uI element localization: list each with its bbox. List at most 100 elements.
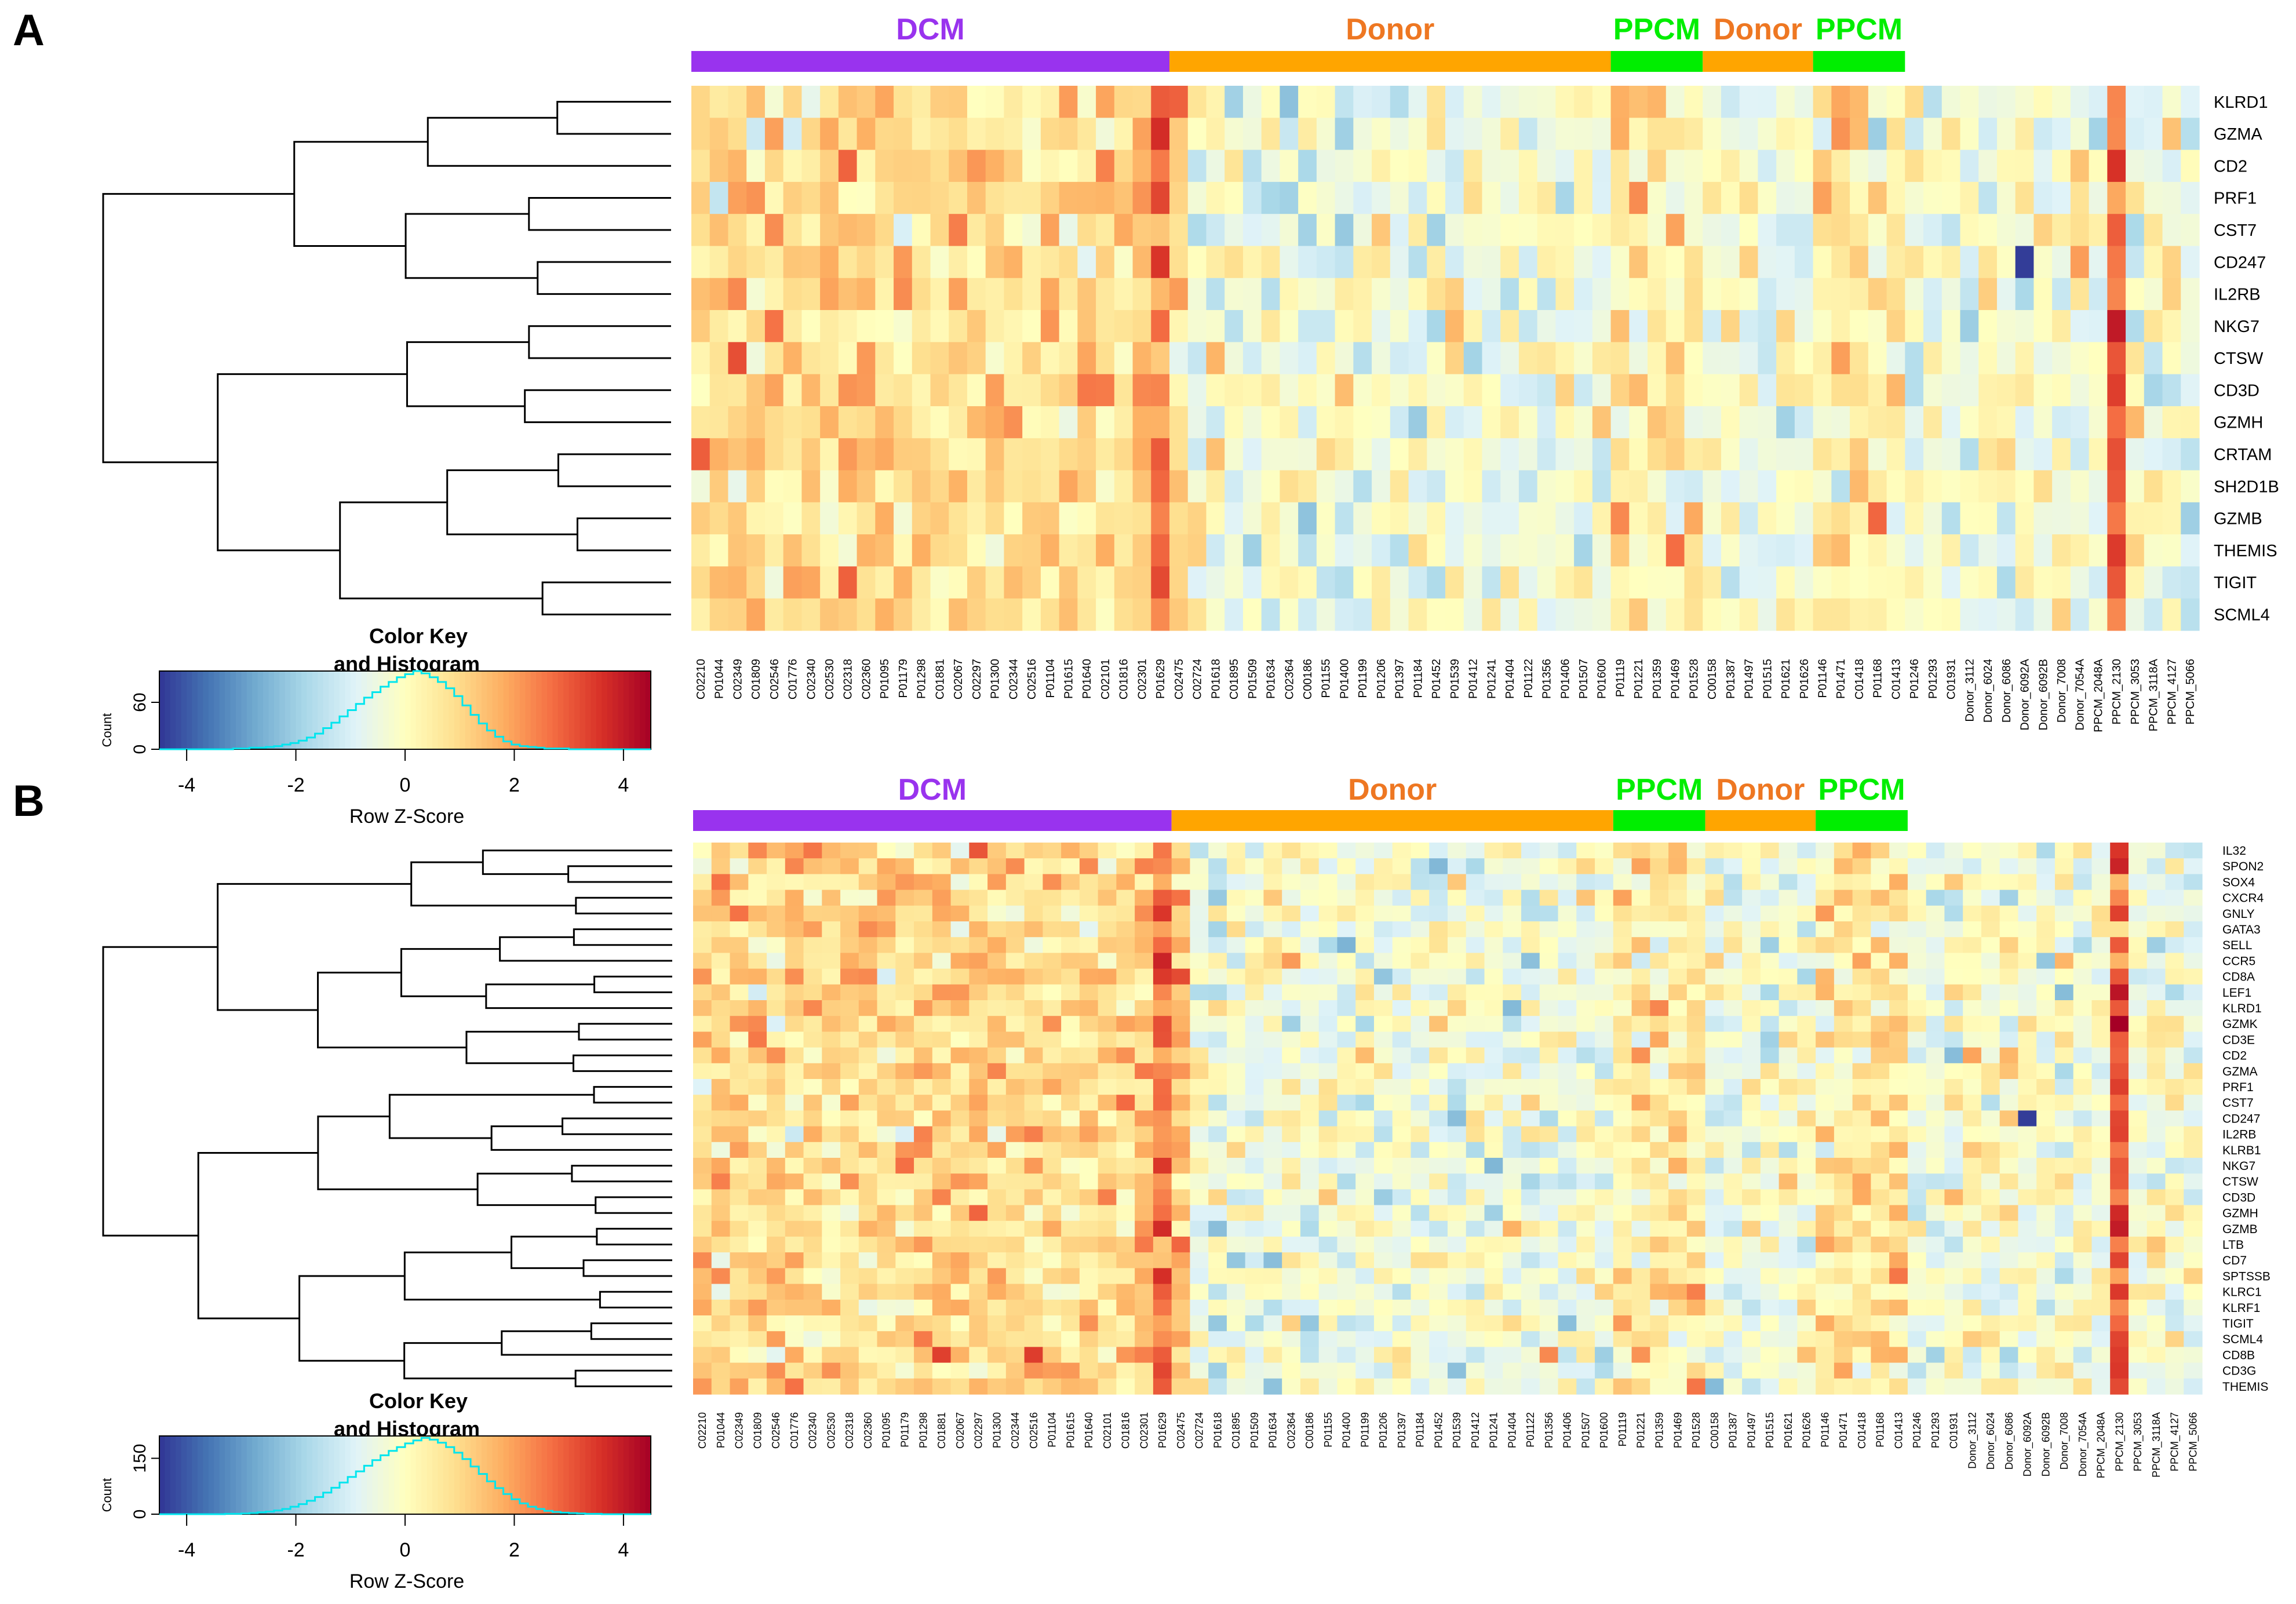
heatmap-cell xyxy=(2184,874,2203,891)
heatmap-cell xyxy=(969,984,988,1001)
heatmap-cell xyxy=(2015,310,2035,342)
heatmap-cell xyxy=(1043,1063,1062,1080)
heatmap-cell xyxy=(1871,953,1890,969)
heatmap-cell xyxy=(748,1205,767,1222)
heatmap-cell xyxy=(746,118,766,151)
heatmap-cell xyxy=(1390,246,1409,279)
heatmap-cell xyxy=(1723,1126,1743,1143)
heatmap-cell xyxy=(1779,921,1798,938)
heatmap-cell xyxy=(932,1047,952,1064)
heatmap-cell xyxy=(1610,470,1630,503)
heatmap-cell xyxy=(1813,374,1832,407)
heatmap-cell xyxy=(1852,1331,1871,1347)
heatmap-cell xyxy=(2184,937,2203,953)
heatmap-cell xyxy=(894,502,913,535)
heatmap-cell xyxy=(2128,1362,2148,1379)
heatmap-cell xyxy=(1650,1126,1669,1143)
heatmap-cell xyxy=(912,598,931,631)
heatmap-cell xyxy=(1061,1237,1080,1253)
heatmap-cell xyxy=(2089,214,2108,247)
heatmap-cell xyxy=(2073,1095,2093,1111)
heatmap-cell xyxy=(950,1331,970,1347)
heatmap-cell xyxy=(1595,1063,1614,1080)
heatmap-cell xyxy=(1132,598,1151,631)
heatmap-cell xyxy=(1337,905,1356,922)
heatmap-cell xyxy=(1318,1252,1338,1268)
heatmap-cell xyxy=(1978,566,1998,599)
column-group-bar-b xyxy=(693,810,1908,831)
heatmap-cell xyxy=(1208,1173,1227,1190)
heatmap-cell xyxy=(1096,566,1115,599)
row-label: GZMK xyxy=(2222,1018,2258,1031)
heatmap-cell xyxy=(895,1237,914,1253)
column-label: P01406 xyxy=(1559,659,1572,699)
heatmap-cell xyxy=(1758,278,1777,311)
heatmap-cell xyxy=(949,438,968,471)
heatmap-cell xyxy=(1555,502,1575,535)
heatmap-cell xyxy=(1005,1189,1025,1206)
heatmap-cell xyxy=(2033,246,2053,279)
heatmap-cell xyxy=(1595,1126,1614,1143)
heatmap-cell xyxy=(730,984,749,1001)
heatmap-cell xyxy=(857,150,876,183)
heatmap-cell xyxy=(730,1284,749,1300)
heatmap-cell xyxy=(1723,1237,1743,1253)
heatmap-cell xyxy=(2070,278,2090,311)
column-label: C02360 xyxy=(860,659,873,699)
heatmap-cell xyxy=(1242,310,1262,342)
heatmap-cell xyxy=(1797,1299,1816,1316)
color-key-histogram xyxy=(159,670,651,750)
heatmap-cell xyxy=(1466,1110,1485,1127)
dendrogram-branch xyxy=(499,936,672,962)
heatmap-cell xyxy=(1686,1063,1706,1080)
heatmap-cell xyxy=(1723,1047,1743,1064)
heatmap-cell xyxy=(857,534,876,567)
heatmap-cell xyxy=(1005,1284,1025,1300)
heatmap-cell xyxy=(822,1252,841,1268)
heatmap-cell xyxy=(1703,278,1722,311)
heatmap-cell xyxy=(875,310,894,342)
heatmap-cell xyxy=(2128,1189,2148,1206)
heatmap-cell xyxy=(877,1268,896,1285)
row-label: GZMA xyxy=(2214,125,2262,144)
heatmap-cell xyxy=(1813,566,1832,599)
heatmap-cell xyxy=(895,1142,914,1158)
heatmap-cell xyxy=(2146,1237,2166,1253)
heatmap-cell xyxy=(1114,150,1134,183)
color-key-swatch xyxy=(416,1436,422,1514)
heatmap-cell xyxy=(2146,1158,2166,1174)
heatmap-cell xyxy=(1005,1220,1025,1237)
heatmap-cell xyxy=(693,1189,712,1206)
heatmap-cell xyxy=(1779,1173,1798,1190)
heatmap-cell xyxy=(1521,968,1540,985)
heatmap-cell xyxy=(1004,598,1023,631)
heatmap-cell xyxy=(1373,1268,1393,1285)
heatmap-cell xyxy=(2018,890,2037,906)
heatmap-cell xyxy=(2052,150,2071,183)
color-key-swatch xyxy=(187,1436,193,1514)
heatmap-cell xyxy=(1224,278,1244,311)
heatmap-cell xyxy=(1390,470,1409,503)
heatmap-cell xyxy=(785,953,804,969)
heatmap-cell xyxy=(1098,1237,1117,1253)
heatmap-cell xyxy=(877,984,896,1001)
heatmap-cell xyxy=(1208,1142,1227,1158)
heatmap-cell xyxy=(1905,566,1924,599)
heatmap-cell xyxy=(1206,438,1225,471)
heatmap-cell xyxy=(1813,406,1832,439)
heatmap-cell xyxy=(840,1284,859,1300)
heatmap-cell xyxy=(2107,86,2126,118)
heatmap-cell xyxy=(950,984,970,1001)
heatmap-cell xyxy=(2054,874,2074,891)
color-key-swatch xyxy=(312,671,319,749)
dendrogram-branch xyxy=(511,1235,597,1269)
heatmap-cell xyxy=(2089,86,2108,118)
heatmap-cell xyxy=(1907,1347,1927,1364)
heatmap-cell xyxy=(1429,1000,1448,1016)
heatmap-cell xyxy=(1411,905,1430,922)
heatmap-cell xyxy=(2073,905,2093,922)
heatmap-cell xyxy=(1629,374,1648,407)
heatmap-cell xyxy=(1282,1378,1301,1395)
heatmap-cell xyxy=(840,1110,859,1127)
heatmap-cell xyxy=(1171,874,1191,891)
